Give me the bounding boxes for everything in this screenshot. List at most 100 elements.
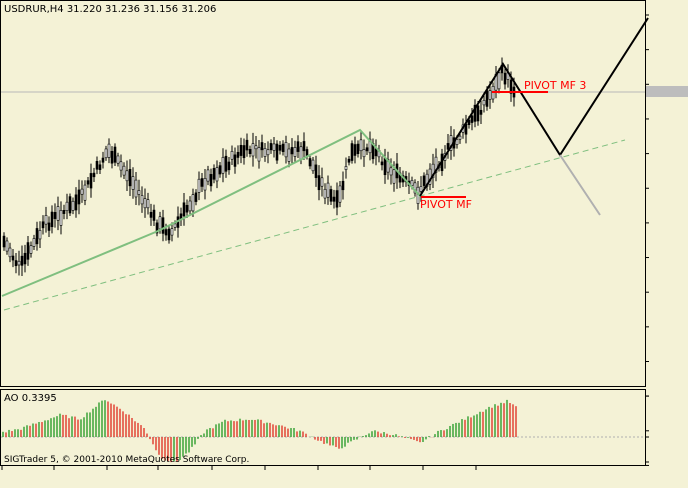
candle-body — [200, 178, 204, 187]
candle-body — [236, 151, 240, 158]
candle-body — [476, 105, 480, 122]
candle-body — [110, 150, 114, 164]
candle-body — [341, 180, 345, 191]
candle-body — [197, 178, 201, 193]
candle-body — [209, 174, 213, 187]
dashed-trend-line — [3, 139, 626, 311]
candle-body — [497, 72, 501, 90]
candle-body — [212, 168, 216, 180]
candle-body — [26, 242, 30, 260]
candle-body — [122, 165, 126, 176]
indicator-header: AO 0.3395 — [4, 393, 57, 404]
candle-body — [224, 155, 228, 172]
candle-body — [350, 143, 354, 161]
candle-body — [155, 222, 159, 234]
candle-body — [98, 164, 102, 170]
candle-body — [353, 144, 357, 156]
candle-body — [41, 221, 45, 229]
candle-body — [308, 158, 312, 167]
candle-body — [2, 235, 6, 248]
candle-body — [206, 169, 210, 182]
candle-body — [62, 210, 66, 214]
candle-body — [152, 209, 156, 221]
candle-body — [17, 260, 21, 266]
candle-body — [50, 211, 54, 228]
candle-body — [233, 154, 237, 167]
candle-body — [392, 169, 396, 184]
current-price-tag — [646, 86, 688, 97]
candle-body — [11, 255, 15, 261]
candle-body — [131, 176, 135, 190]
candle-body — [326, 182, 330, 198]
candle-body — [20, 255, 24, 266]
candle-body — [182, 202, 186, 217]
candle-body — [509, 79, 513, 94]
candle-body — [74, 194, 78, 211]
candle-body — [119, 161, 123, 171]
candle-body — [302, 141, 306, 152]
candle-body — [113, 146, 117, 163]
candle-body — [116, 155, 120, 164]
candle-body — [422, 175, 426, 186]
candle-body — [362, 149, 366, 158]
candle-body — [107, 143, 111, 158]
projection-alt-path — [559, 154, 601, 216]
candle-body — [458, 135, 462, 140]
indicator-axis — [645, 395, 649, 463]
candle-body — [365, 147, 369, 152]
candle-body — [59, 210, 63, 226]
candle-body — [467, 119, 471, 125]
candle-body — [284, 142, 288, 158]
candle-body — [5, 240, 9, 252]
chart-header: USDRUR,H4 31.220 31.236 31.156 31.206 — [4, 4, 216, 15]
candle-body — [248, 148, 252, 154]
candle-body — [383, 157, 387, 176]
candle-body — [71, 200, 75, 211]
candle-body — [221, 157, 225, 174]
candle-body — [485, 90, 489, 107]
candle-body — [311, 159, 315, 172]
awesome-oscillator-plot — [1, 399, 645, 463]
candle-body — [35, 228, 39, 245]
candle-body — [254, 145, 258, 150]
candle-body — [14, 260, 18, 267]
candle-body — [332, 196, 336, 202]
candle-body — [287, 148, 291, 162]
candle-body — [449, 135, 453, 151]
candle-body — [266, 149, 270, 156]
candle-body — [65, 201, 69, 211]
candle-body — [299, 146, 303, 160]
candle-body — [473, 104, 477, 122]
candle-body — [380, 161, 384, 166]
candle-body — [218, 165, 222, 175]
candle-body — [101, 157, 105, 163]
pivot-mf-label: PIVOT MF — [420, 198, 472, 211]
candle-body — [143, 198, 147, 209]
candle-body — [470, 115, 474, 123]
candle-body — [356, 143, 360, 155]
candle-body — [77, 189, 81, 205]
projection-path — [419, 17, 649, 197]
candle-body — [479, 109, 483, 115]
price-axis — [645, 14, 688, 466]
candle-body — [314, 164, 318, 178]
candle-body — [215, 167, 219, 182]
candle-body — [230, 150, 234, 160]
candle-body — [257, 147, 261, 162]
candle-body — [185, 204, 189, 213]
candle-body — [260, 142, 264, 151]
candle-body — [203, 178, 207, 191]
candle-body — [482, 99, 486, 106]
candle-body — [239, 144, 243, 156]
candle-body — [161, 217, 165, 234]
candle-body — [47, 222, 51, 231]
candle-body — [359, 139, 363, 152]
candle-body — [173, 223, 177, 228]
candle-body — [89, 173, 93, 189]
pivot-mf-3-label: PIVOT MF 3 — [524, 79, 586, 92]
candle-body — [419, 186, 423, 192]
candle-body — [281, 143, 285, 152]
candle-body — [8, 247, 12, 258]
